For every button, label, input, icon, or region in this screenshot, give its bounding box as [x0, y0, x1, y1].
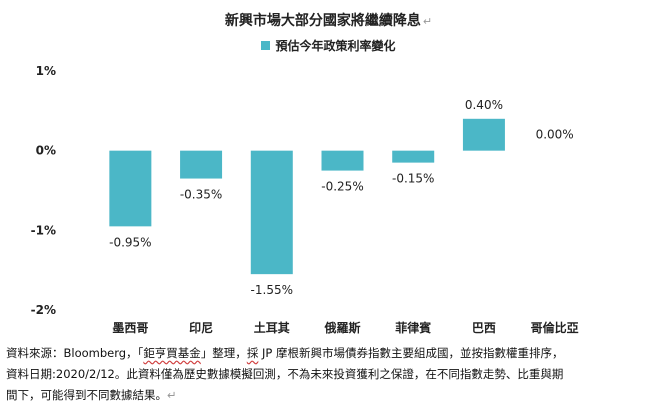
bar-value-label: -0.95%	[109, 235, 151, 249]
bar	[321, 150, 364, 171]
x-tick-label: 墨西哥	[112, 321, 148, 335]
y-axis-labels: 1% 0% -1% -2%	[31, 64, 56, 317]
chart-title-text: 新興市場大部分國家將繼續降息	[224, 13, 421, 29]
x-axis-labels: 墨西哥 印尼 土耳其 俄羅斯 菲律賓 巴西 哥倫比亞	[112, 320, 578, 335]
footnote-line-1: 資料來源：Bloomberg，「鉅亨買基金」整理，採 JP 摩根新興市場債券指數…	[6, 343, 656, 364]
x-tick-label: 土耳其	[254, 320, 290, 335]
legend-swatch	[261, 41, 271, 50]
footnote-line-3: 間下，可能得到不同數據結果。↵	[6, 385, 656, 406]
bar	[250, 150, 293, 275]
footnote-source-suffix: 」整理，	[200, 346, 247, 360]
bar-value-label: -1.55%	[251, 283, 293, 297]
bar-value-label: 0.00%	[536, 128, 574, 142]
bar-value-label: 0.40%	[465, 98, 503, 112]
x-tick-label: 印尼	[189, 321, 213, 335]
x-tick-label: 俄羅斯	[323, 320, 360, 335]
footnote-adopt-word: 採	[246, 346, 259, 360]
y-tick-label: 0%	[36, 144, 56, 158]
bar-value-labels: -0.95% -0.35% -1.55% -0.25% -0.15% 0.40% 0.00%	[109, 98, 574, 297]
return-mark-icon: ↵	[422, 15, 433, 28]
y-tick-label: -2%	[31, 303, 56, 317]
return-mark-icon: ↵	[167, 388, 177, 402]
bar	[109, 150, 152, 227]
bars	[109, 118, 505, 275]
bar	[392, 150, 435, 163]
x-tick-label: 巴西	[472, 321, 496, 335]
y-tick-label: 1%	[36, 64, 56, 78]
bar	[462, 118, 505, 151]
footnote-index-desc: JP 摩根新興市場債券指數主要組成國，並按指數權重排序，	[258, 346, 564, 360]
legend: 預估今年政策利率變化	[0, 37, 657, 54]
footnote-line-3-text: 間下，可能得到不同數據結果。	[6, 388, 167, 402]
bar-value-label: -0.35%	[180, 188, 222, 202]
bar-value-label: -0.25%	[321, 180, 363, 194]
bar-value-label: -0.15%	[392, 172, 434, 186]
bar-chart: 1% 0% -1% -2% -0.95% -0.35% -1.55% -0.25% -0.15…	[31, 64, 579, 335]
x-tick-label: 哥倫比亞	[531, 320, 579, 335]
footnote-source-name: 鉅亨買基金	[143, 346, 201, 360]
footnote: 資料來源：Bloomberg，「鉅亨買基金」整理，採 JP 摩根新興市場債券指數…	[6, 343, 656, 406]
chart-title: 新興市場大部分國家將繼續降息 ↵	[0, 10, 657, 30]
legend-label: 預估今年政策利率變化	[275, 39, 396, 53]
footnote-source-prefix: 資料來源：Bloomberg，「	[6, 346, 144, 360]
footnote-line-2: 資料日期:2020/2/12。此資料僅為歷史數據模擬回測，不為未來投資獲利之保證…	[6, 367, 564, 381]
y-tick-label: -1%	[31, 223, 56, 237]
x-tick-label: 菲律賓	[395, 320, 431, 335]
bar	[180, 150, 223, 179]
